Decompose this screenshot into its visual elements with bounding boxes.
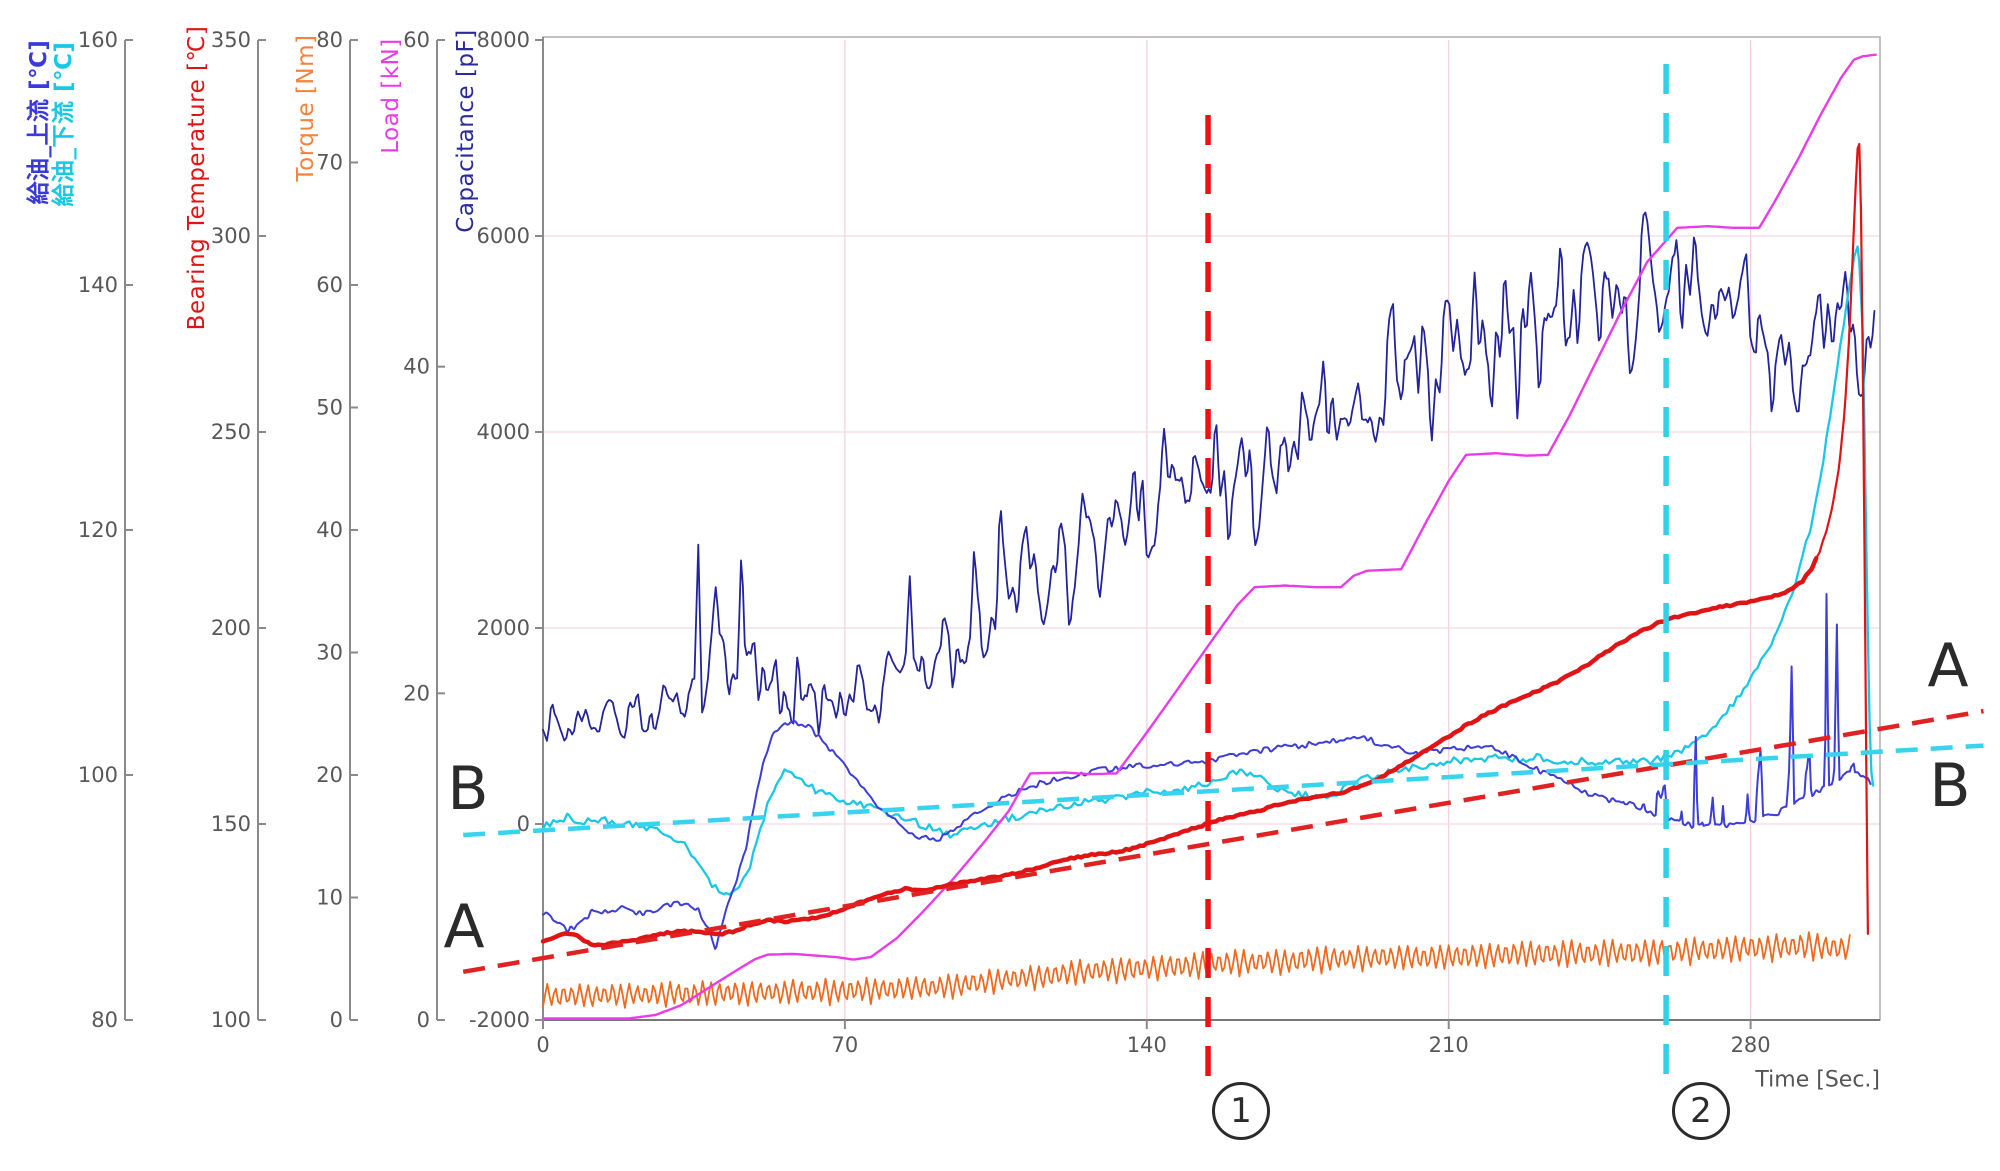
reference-lines [462,708,1984,975]
tick-label-bearing: 300 [211,224,251,248]
tick-label-capacitance: 2000 [477,616,530,640]
tick-label-time: 0 [536,1033,549,1057]
tick-label-time: 280 [1731,1033,1771,1057]
tick-label-bearing: 200 [211,616,251,640]
tick-label-oil: 80 [91,1008,118,1032]
x-axis-title: Time [Sec.] [1755,1067,1880,1093]
series-line-capacitance [542,211,1876,742]
tick-label-load: 20 [403,681,430,705]
tick-label-capacitance: -2000 [469,1008,530,1032]
tick-label-torque: 0 [330,1008,343,1032]
event-marker-1-circle: 1 [1212,1082,1270,1140]
tick-label-torque: 60 [316,273,343,297]
tick-label-torque: 30 [316,641,343,665]
tick-label-capacitance: 6000 [477,224,530,248]
tick-label-load: 60 [403,28,430,52]
tick-label-bearing: 100 [211,1008,251,1032]
tick-label-torque: 70 [316,151,343,175]
event-marker-lines [1205,64,1669,1086]
tick-label-oil: 120 [78,518,118,542]
series-line-torque [542,931,1851,1009]
gridlines [543,40,1880,1020]
x-axis: 0 70 140 210 280 [536,1020,1771,1057]
axis-title-bearing-temperature: Bearing Temperature [℃] [184,25,210,331]
tick-label-capacitance: 4000 [477,420,530,444]
tick-label-time: 70 [832,1033,859,1057]
series-capacitance [542,211,1876,742]
event-marker-2-circle: 2 [1672,1082,1730,1140]
tick-label-torque: 20 [316,763,343,787]
ref-line-b-label-right: B [1929,751,1971,821]
tick-label-load: 0 [417,1008,430,1032]
axis-title-torque: Torque [Nm] [293,34,319,182]
event-marker-2-number: 2 [1690,1091,1712,1131]
tick-label-oil: 140 [78,273,118,297]
tick-label-torque: 40 [316,518,343,542]
tick-label-torque: 80 [316,28,343,52]
tick-label-load: 40 [403,355,430,379]
axis-title-capacitance: Capacitance [pF] [453,29,479,233]
tick-label-bearing: 150 [211,812,251,836]
tick-label-torque: 10 [316,886,343,910]
tick-label-time: 140 [1127,1033,1167,1057]
tick-label-bearing: 350 [211,28,251,52]
axis-title-load: Load [kN] [378,38,404,154]
y-axes: 8010012014016010015020025030035001020304… [78,28,544,1032]
event-marker-1-number: 1 [1230,1091,1252,1131]
series-line-bearing-tail [1815,142,1870,936]
ref-line-a-label-left: A [443,892,485,962]
ref-line-A [462,708,1984,975]
ref-line-a-label-right: A [1927,631,1969,701]
tick-label-time: 210 [1429,1033,1469,1057]
tick-label-capacitance: 8000 [477,28,530,52]
tick-label-oil: 160 [78,28,118,52]
ref-line-b-label-left: B [447,754,489,824]
tick-label-bearing: 250 [211,420,251,444]
tick-label-oil: 100 [78,763,118,787]
series-line-load [541,53,1877,1020]
ref-line-B [463,743,1984,838]
tick-label-torque: 50 [316,396,343,420]
series-load [541,53,1877,1020]
series-torque [542,931,1851,1009]
plot-border [542,36,1881,1021]
axis-title-oil-downstream: 給油_下流 [℃] [51,41,77,207]
